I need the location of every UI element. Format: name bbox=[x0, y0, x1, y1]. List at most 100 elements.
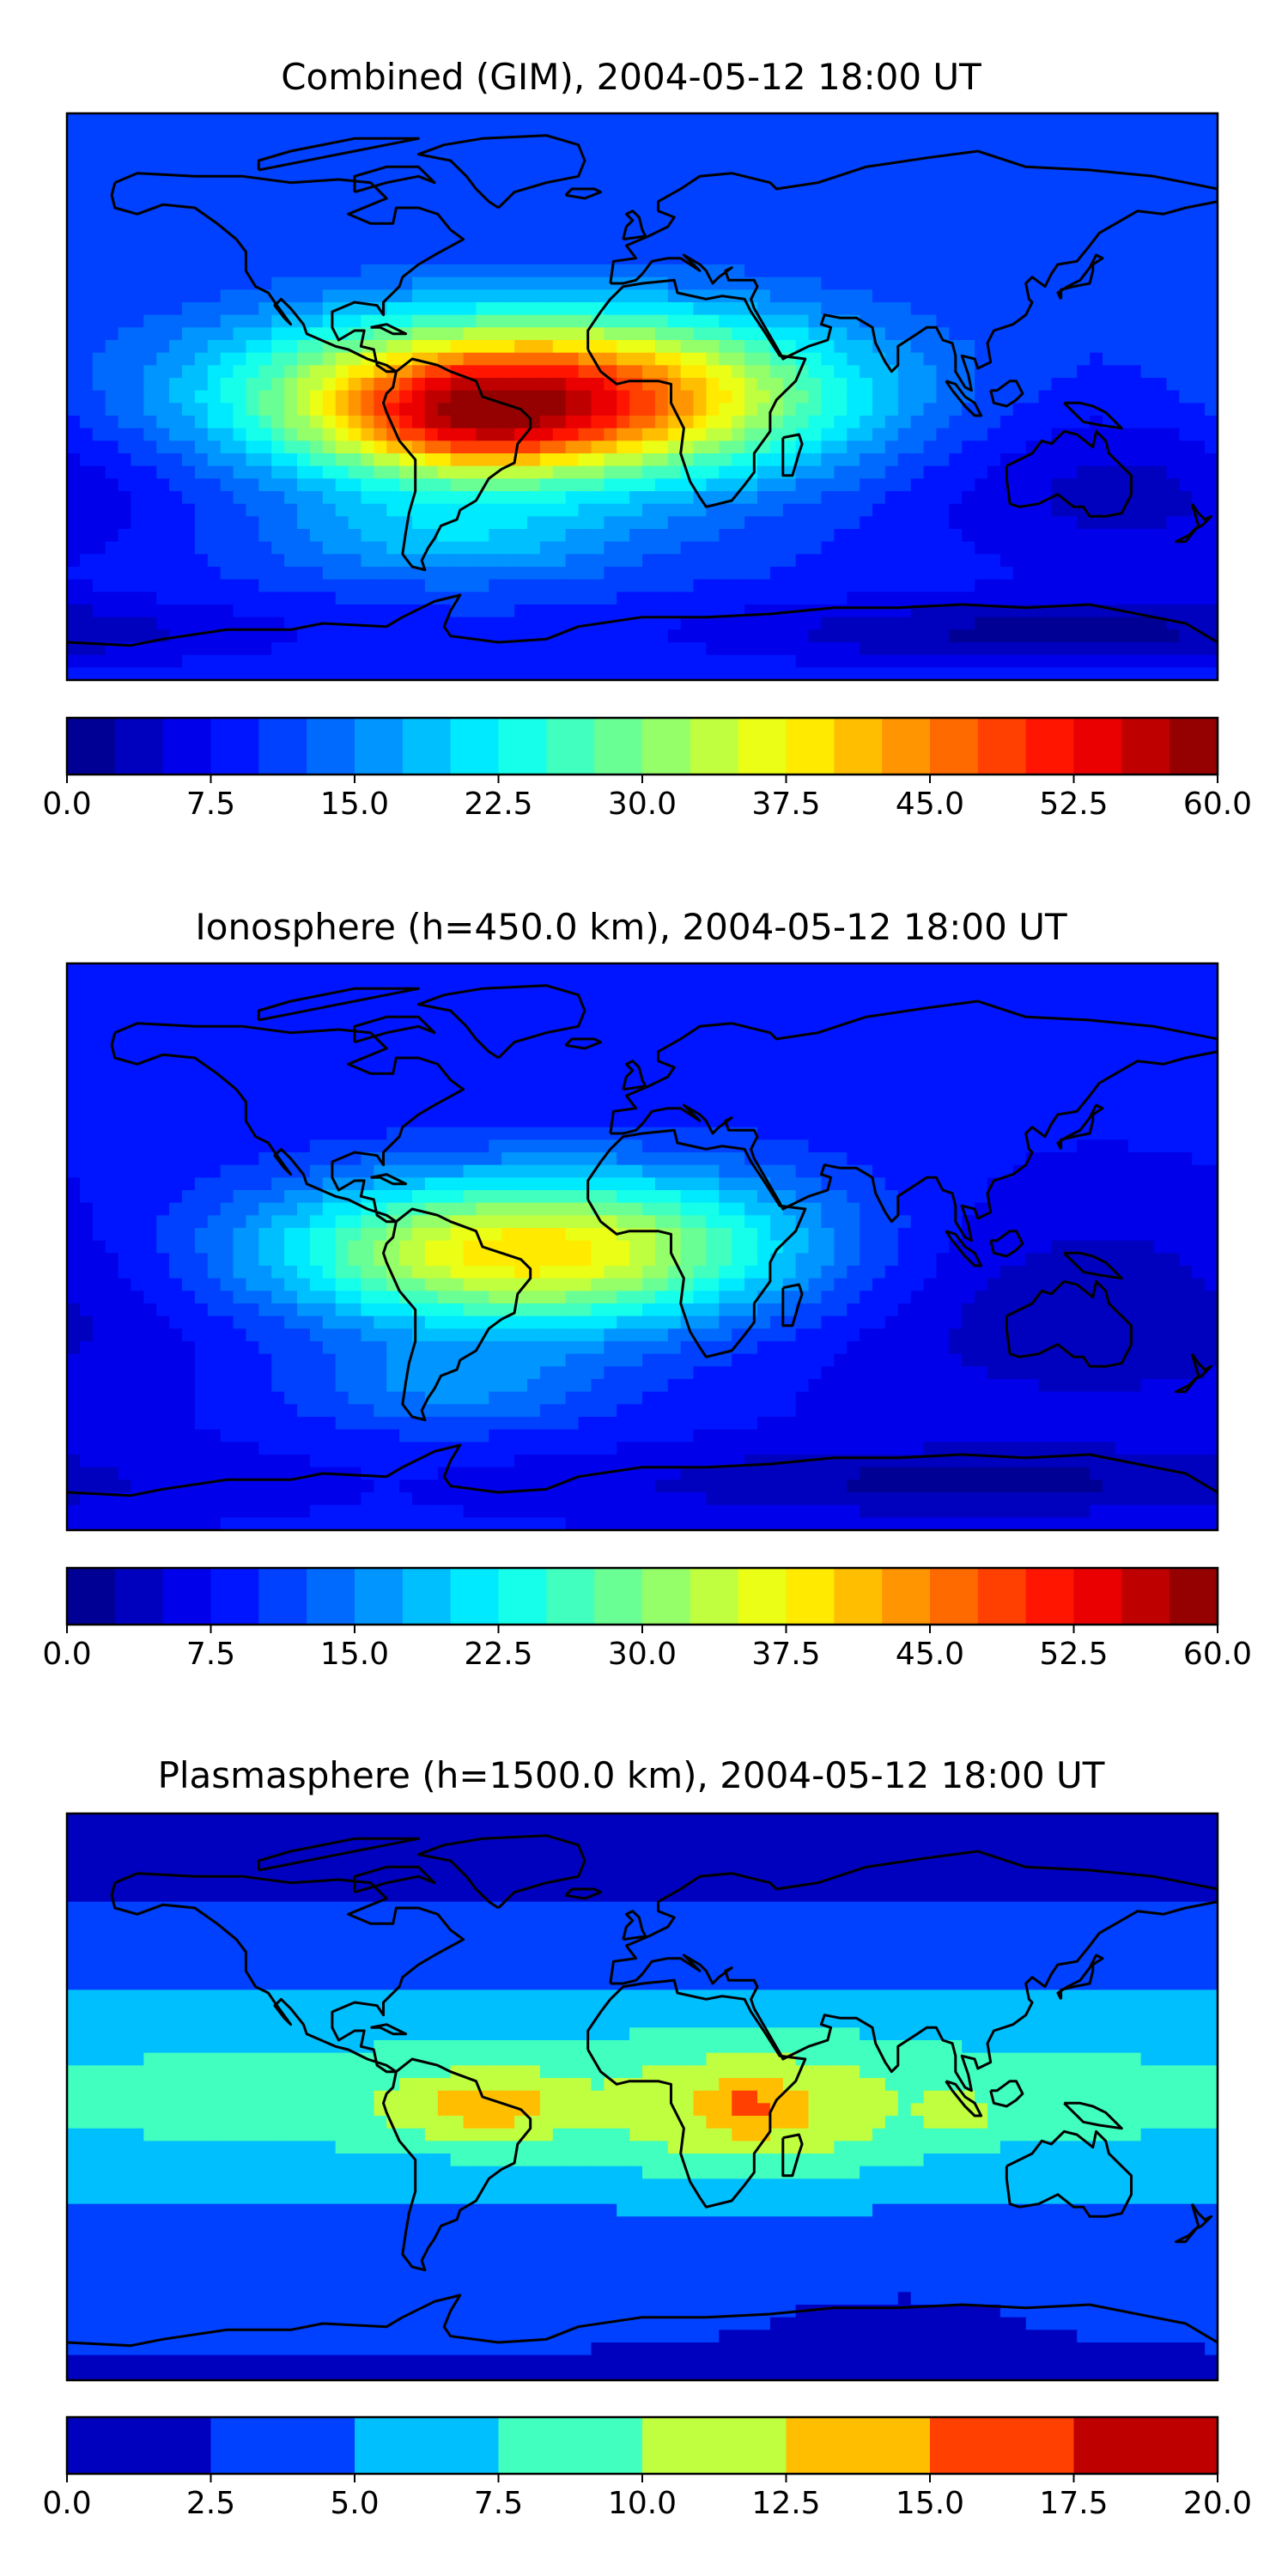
colorbar-tick-label: 30.0 bbox=[608, 1637, 677, 1672]
colorbar-tick-label: 2.5 bbox=[186, 2486, 235, 2521]
colorbar-tick-label: 15.0 bbox=[896, 2486, 964, 2521]
colorbar-segment bbox=[786, 1568, 835, 1625]
colorbar-segment bbox=[210, 2417, 355, 2474]
colorbar-segment bbox=[977, 1568, 1027, 1625]
coastline bbox=[1175, 502, 1213, 544]
colorbar-segment bbox=[498, 1568, 547, 1625]
coastline bbox=[416, 134, 586, 210]
colorbar-segment bbox=[1073, 2417, 1218, 2474]
panel-2-title: Plasmasphere (h=1500.0 km), 2004-05-12 1… bbox=[158, 1754, 1105, 1796]
panel-0-map-frame bbox=[65, 112, 1219, 682]
colorbar-segment bbox=[498, 718, 547, 775]
panel-2-colorbar bbox=[65, 2415, 1219, 2476]
coastline bbox=[609, 1850, 1218, 2093]
coastline bbox=[67, 2293, 1218, 2348]
panel-2-colorbar-ticks: 0.0 2.5 5.0 7.5 10.0 12.5 15.0 17.5 20.0 bbox=[42, 2474, 1252, 2521]
colorbar-tick-label: 60.0 bbox=[1183, 787, 1252, 822]
coastline bbox=[989, 1230, 1024, 1258]
panel-0-map bbox=[65, 112, 1219, 682]
coastline bbox=[110, 172, 465, 374]
colorbar-segment bbox=[882, 718, 931, 775]
coastline bbox=[110, 1872, 465, 2074]
colorbar-segment bbox=[1025, 718, 1074, 775]
coastline bbox=[416, 984, 586, 1060]
colorbar-segment bbox=[402, 1568, 452, 1625]
colorbar-segment bbox=[930, 718, 979, 775]
colorbar-tick-label: 45.0 bbox=[896, 1637, 964, 1672]
coastline bbox=[416, 1834, 586, 1910]
coastline bbox=[586, 278, 807, 508]
coastline bbox=[586, 1128, 807, 1358]
colorbar-tick-label: 12.5 bbox=[751, 2486, 820, 2521]
colorbar-segment bbox=[930, 1568, 979, 1625]
colorbar-tick-label: 7.5 bbox=[474, 2486, 523, 2521]
colorbar-segment bbox=[114, 718, 164, 775]
colorbar-segment bbox=[67, 718, 116, 775]
coastline bbox=[257, 137, 420, 172]
coastline bbox=[370, 2023, 408, 2036]
colorbar-tick-label: 45.0 bbox=[896, 787, 964, 822]
panel-0-colorbar bbox=[65, 716, 1219, 776]
coastline bbox=[945, 1230, 983, 1267]
colorbar-tick-label: 22.5 bbox=[464, 1637, 532, 1672]
coastline bbox=[353, 1865, 436, 1894]
colorbar-segment bbox=[307, 718, 355, 775]
coastline bbox=[989, 2080, 1024, 2108]
coastline bbox=[1005, 2129, 1133, 2218]
coastline bbox=[370, 323, 408, 336]
coastline bbox=[989, 380, 1024, 408]
coastline bbox=[945, 2080, 983, 2117]
colorbar-segment bbox=[307, 1568, 355, 1625]
colorbar-tick-label: 37.5 bbox=[751, 1637, 820, 1672]
colorbar-tick-label: 0.0 bbox=[42, 2486, 91, 2521]
colorbar-segment bbox=[258, 718, 307, 775]
colorbar-tick-label: 5.0 bbox=[330, 2486, 379, 2521]
colorbar-tick-label: 22.5 bbox=[464, 787, 532, 822]
colorbar-segment bbox=[834, 1568, 883, 1625]
colorbar-segment bbox=[355, 718, 404, 775]
colorbar-tick-label: 30.0 bbox=[608, 787, 677, 822]
colorbar-segment bbox=[1121, 718, 1170, 775]
panel-2-map-frame bbox=[65, 1812, 1219, 2382]
colorbar-tick-label: 10.0 bbox=[608, 2486, 677, 2521]
panel-1-colorbar bbox=[65, 1566, 1219, 1626]
coastline bbox=[622, 1060, 647, 1091]
colorbar-tick-label: 52.5 bbox=[1039, 787, 1108, 822]
colorbar-tick-label: 37.5 bbox=[751, 787, 820, 822]
colorbar-tick-label: 0.0 bbox=[42, 787, 91, 822]
colorbar-segment bbox=[67, 1568, 116, 1625]
panel-1-map bbox=[65, 962, 1219, 1532]
colorbar-segment bbox=[258, 1568, 307, 1625]
colorbar-segment bbox=[402, 718, 452, 775]
panel-0-coastlines bbox=[67, 134, 1218, 647]
colorbar-segment bbox=[1170, 1568, 1218, 1625]
coastline bbox=[622, 1910, 647, 1941]
colorbar-segment bbox=[210, 1568, 259, 1625]
coastline bbox=[257, 987, 420, 1022]
coastline bbox=[622, 210, 647, 241]
colorbar-segment bbox=[882, 1568, 931, 1625]
coastline bbox=[67, 593, 1218, 647]
colorbar-segment bbox=[546, 718, 595, 775]
colorbar-segment bbox=[786, 2417, 931, 2474]
panel-2-map bbox=[65, 1812, 1219, 2382]
colorbar-segment bbox=[1073, 1568, 1122, 1625]
coastline bbox=[564, 1037, 603, 1050]
coastline bbox=[257, 1837, 420, 1872]
colorbar-tick-label: 20.0 bbox=[1183, 2486, 1252, 2521]
colorbar-tick-label: 17.5 bbox=[1039, 2486, 1108, 2521]
colorbar-segment bbox=[690, 718, 739, 775]
colorbar-tick-label: 15.0 bbox=[320, 787, 389, 822]
coastline bbox=[1063, 2101, 1123, 2130]
coastline bbox=[1063, 401, 1123, 430]
colorbar-segment bbox=[642, 2417, 787, 2474]
panel-0-field bbox=[67, 113, 1218, 680]
colorbar-segment bbox=[498, 2417, 643, 2474]
colorbar-segment bbox=[67, 2417, 211, 2474]
colorbar-segment bbox=[1121, 1568, 1170, 1625]
colorbar-segment bbox=[162, 718, 211, 775]
panel-1-field bbox=[67, 963, 1218, 1530]
colorbar-segment bbox=[738, 1568, 787, 1625]
